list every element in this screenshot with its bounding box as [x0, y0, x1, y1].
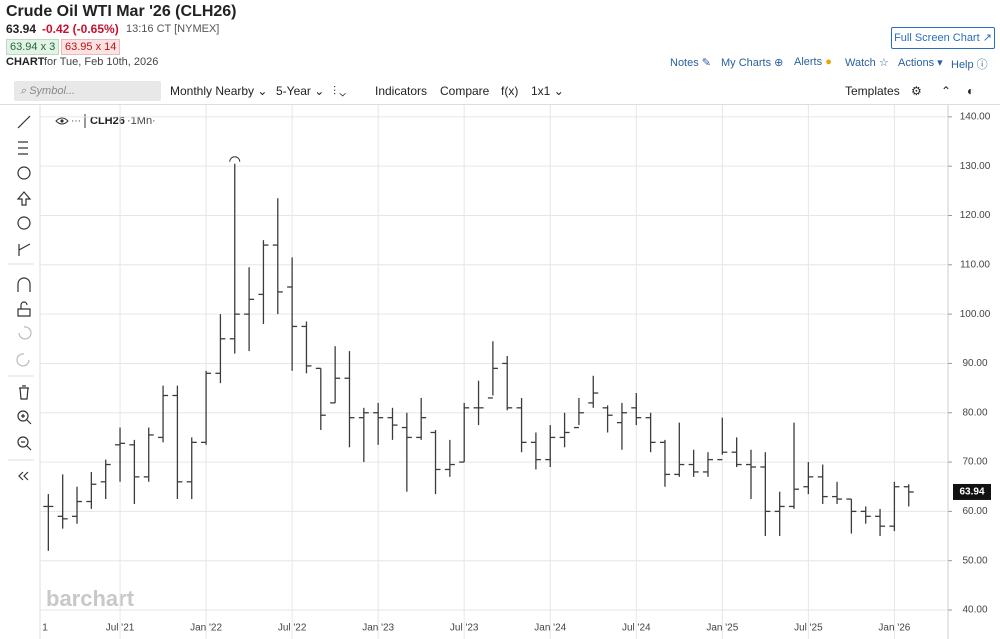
y-tick-label: 130.00 — [960, 161, 991, 172]
link-label: Actions — [898, 57, 935, 69]
tool-zoom-in[interactable] — [17, 410, 29, 422]
my-charts-link[interactable]: My Charts ⊕ — [721, 57, 784, 69]
visibility-icon-pupil — [60, 119, 64, 123]
y-tick-label: 60.00 — [962, 506, 987, 517]
tool-arrow[interactable] — [16, 191, 32, 206]
y-tick-label: 100.00 — [960, 309, 991, 320]
legend-menu[interactable]: ··· — [71, 116, 81, 127]
x-tick-label: Jan '26 — [878, 623, 910, 634]
y-tick-label: 110.00 — [960, 259, 990, 270]
y-tick-label: 140.00 — [960, 111, 991, 122]
range-menu[interactable]: 5-Year ⌄ — [276, 84, 325, 98]
indicators-button[interactable]: Indicators — [375, 84, 427, 98]
price-change: -0.42 (-0.65%) — [42, 22, 119, 36]
symbol-search[interactable]: ⌕ Symbol... — [14, 81, 161, 101]
alerts-link[interactable]: Alerts ● — [794, 56, 832, 68]
compare-button[interactable]: Compare — [440, 84, 489, 98]
menu-label: Templates — [845, 84, 900, 98]
last-price: 63.94 — [6, 22, 37, 36]
plot — [40, 105, 948, 639]
y-tick-label: 50.00 — [962, 555, 987, 566]
full-screen-button[interactable]: Full Screen Chart ↗ — [891, 27, 995, 49]
last-price-label: 63.94 — [959, 487, 984, 498]
x-tick-label: Jul '22 — [278, 623, 307, 634]
menu-label: 1x1 — [531, 84, 551, 98]
tool-fib[interactable] — [18, 141, 28, 155]
toolbar — [0, 78, 1000, 105]
menu-label: Monthly Nearby — [170, 84, 255, 98]
x-tick-label: Jul '25 — [794, 623, 823, 634]
tool-redo[interactable] — [16, 353, 30, 367]
tool-number[interactable] — [17, 216, 31, 230]
x-tick-label: 1 — [42, 623, 48, 634]
link-label: Watch — [845, 57, 876, 69]
x-tick-label: Jul '23 — [450, 623, 479, 634]
bar-type-menu[interactable]: ⫶ ⌄ — [333, 84, 346, 98]
legend-symbol: CLH26 — [90, 115, 125, 127]
title: Crude Oil WTI Mar '26 (CLH26) — [6, 3, 237, 20]
period-menu[interactable]: Monthly Nearby ⌄ — [170, 84, 268, 98]
tool-undo[interactable] — [18, 326, 32, 340]
tool-zoom-out[interactable] — [17, 436, 29, 448]
tool-zoom-in-mark[interactable] — [21, 414, 32, 425]
menu-label: 5-Year — [276, 84, 311, 98]
full-screen-label: Full Screen Chart — [894, 32, 980, 44]
x-tick-label: Jul '24 — [622, 623, 651, 634]
tool-measure[interactable] — [18, 243, 31, 256]
last-price-tag — [953, 483, 991, 500]
collapse-button[interactable]: ⌃ — [941, 84, 952, 98]
y-tick-label: 120.00 — [960, 210, 991, 221]
theme-button[interactable]: ◐ — [967, 84, 975, 98]
y-tick-label: 80.00 — [962, 407, 987, 418]
legend-interval: ·1Mn· — [127, 115, 156, 127]
drawing-tools — [16, 115, 32, 481]
watch-link[interactable]: Watch ☆ — [845, 57, 889, 69]
quote-time: 13:16 CT [NYMEX] — [126, 23, 220, 35]
axes: 40.00 50.00 60.00 70.00 80.00 90.00 100.00 110.… — [42, 111, 991, 634]
help-link[interactable]: Help ⓘ — [951, 59, 988, 71]
link-label: Help — [951, 59, 974, 71]
x-tick-label: Jul '21 — [106, 623, 135, 634]
menu-label: f(x) — [501, 84, 519, 98]
x-tick-label: Jan '23 — [362, 623, 394, 634]
tool-delete[interactable] — [19, 385, 29, 400]
y-tick-label: 90.00 — [962, 358, 987, 369]
y-tick-label: 70.00 — [962, 457, 987, 468]
actions-link[interactable]: Actions ▾ — [898, 57, 943, 69]
templates-button[interactable]: Templates — [845, 84, 900, 98]
chart-label: CHART — [6, 56, 45, 68]
settings-button[interactable]: ⚙ — [911, 84, 922, 98]
notes-link[interactable]: Notes ✎ — [670, 57, 712, 69]
peak-marker — [229, 156, 241, 162]
link-label: Alerts — [794, 56, 823, 68]
tool-line[interactable] — [17, 115, 31, 129]
x-tick-label: Jan '25 — [706, 623, 738, 634]
watermark: barchart — [46, 586, 135, 611]
menu-label: Indicators — [375, 84, 428, 98]
y-tick-label: 40.00 — [962, 605, 987, 616]
x-tick-label: Jan '22 — [190, 623, 222, 634]
tool-zoom-out-mark[interactable] — [21, 441, 32, 451]
sidebar-collapse[interactable] — [18, 471, 29, 481]
visibility-icon[interactable] — [55, 117, 69, 125]
symbol-placeholder: Symbol... — [29, 85, 76, 97]
tool-shape[interactable] — [17, 166, 31, 180]
link-label: My Charts — [721, 57, 772, 69]
bid: 63.94 x 3 — [6, 39, 60, 55]
ask: 63.95 x 14 — [61, 39, 121, 55]
layout-menu[interactable]: 1x1 ⌄ — [531, 84, 564, 98]
fx-button[interactable]: f(x) — [501, 84, 518, 98]
menu-label: Compare — [440, 84, 490, 98]
tool-lock[interactable] — [17, 301, 31, 317]
link-label: Notes — [670, 57, 699, 69]
tool-magnet[interactable] — [17, 277, 31, 292]
x-tick-label: Jan '24 — [534, 623, 566, 634]
chart-date: for Tue, Feb 10th, 2026 — [44, 56, 159, 68]
